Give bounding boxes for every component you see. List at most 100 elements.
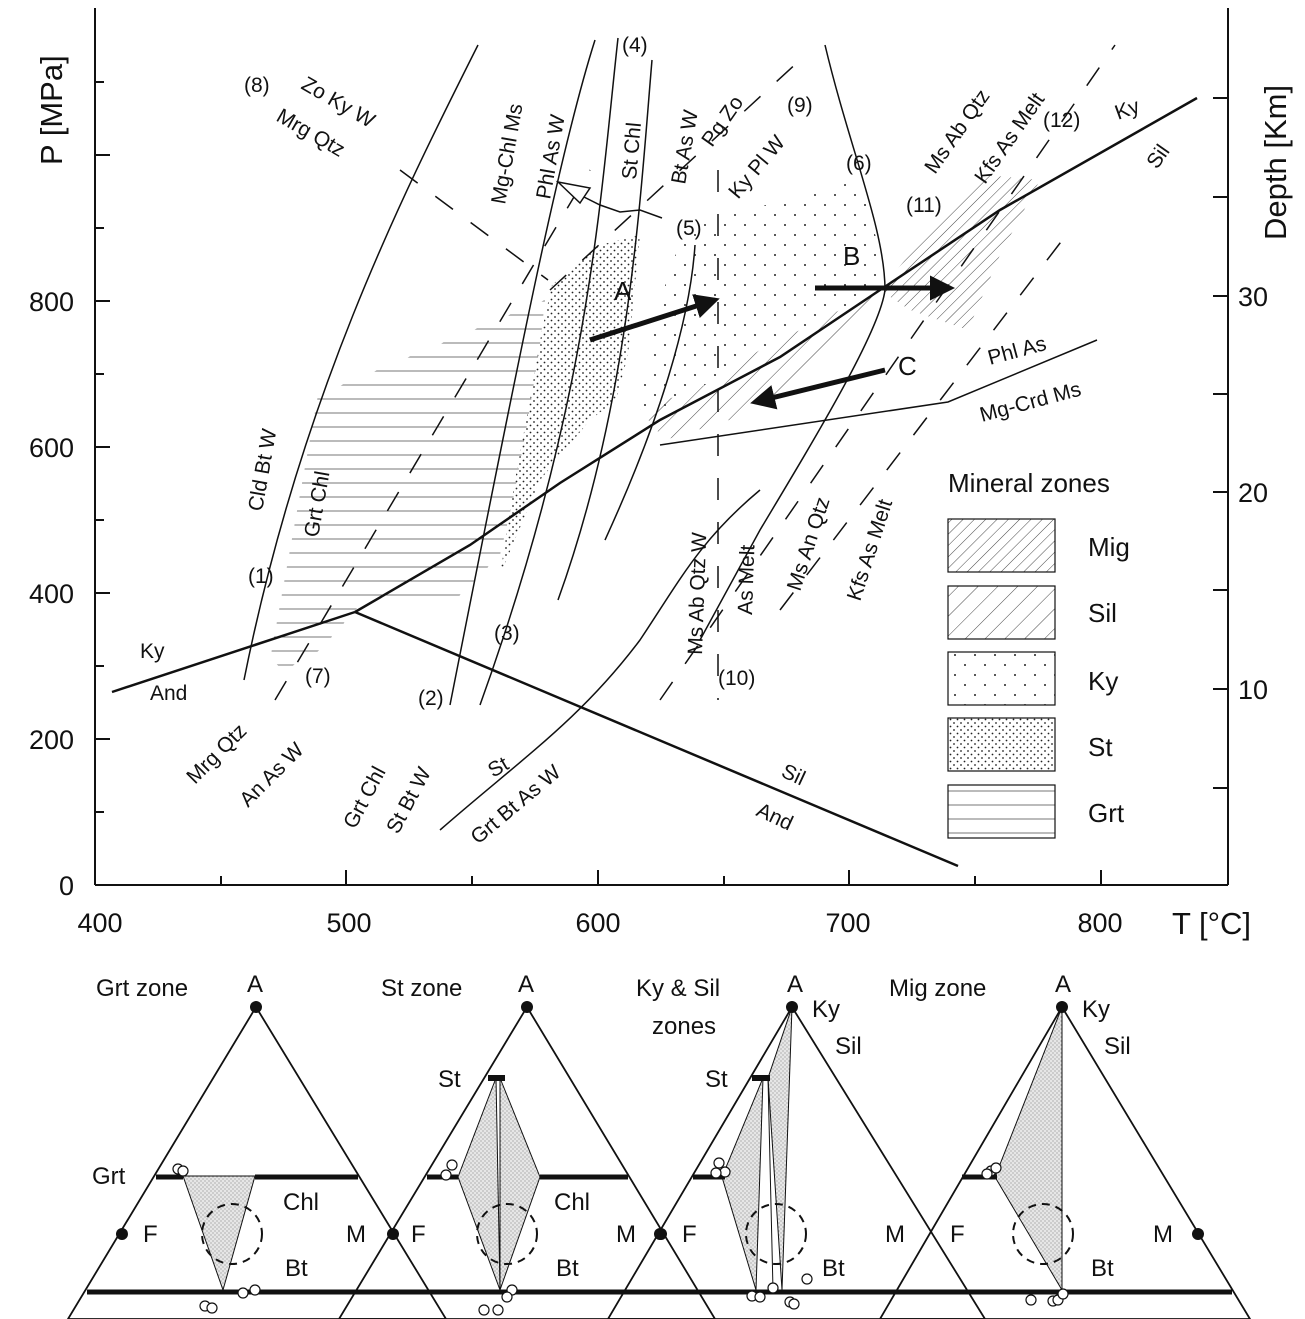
y-tick-label: 0 <box>59 871 74 901</box>
open-arrow-reaction-line <box>579 194 663 219</box>
sample-point <box>710 1167 722 1179</box>
aluminosilicate-lines <box>111 96 1198 868</box>
sample-point <box>206 1302 218 1314</box>
triangle-title: St zone <box>381 975 462 1002</box>
legend-swatch-sil <box>947 585 1056 640</box>
x-axis-title: T [°C] <box>1172 906 1251 941</box>
reaction-3-curve <box>479 37 619 706</box>
reaction-4-curve <box>557 59 653 601</box>
sample-point <box>981 1168 993 1180</box>
path-a-label: A <box>614 276 632 306</box>
legend-label-mig: Mig <box>1088 532 1130 562</box>
mig-zone-fill <box>880 175 1040 330</box>
and-field-label: And <box>150 682 187 705</box>
reaction-9-curve <box>549 59 801 291</box>
pt-diagram: 400 500 600 700 800 T [°C] 0 200 400 6 <box>29 8 1293 941</box>
ky-field-label: Ky <box>140 640 165 663</box>
apex-a-point <box>250 1001 262 1013</box>
f-label: F <box>682 1221 697 1248</box>
sample-point <box>237 1287 249 1299</box>
y-ticks <box>95 81 110 886</box>
triangle-outline <box>606 1005 987 1319</box>
afm-triangle-ky-sil-zones: Ky & Sil zones A F M Ky Sil St Bt <box>606 971 987 1319</box>
sample-point <box>440 1169 452 1181</box>
reaction-2-top: Grt Chl <box>339 763 391 833</box>
m-label: M <box>1153 1221 1173 1248</box>
x-tick-labels: 400 500 600 700 800 <box>77 908 1122 938</box>
x-tick-label: 400 <box>77 908 122 938</box>
sample-point <box>249 1284 261 1296</box>
st-grt-bt-curve <box>439 489 761 831</box>
reaction-5-number: (5) <box>676 217 702 240</box>
reaction-4-bottom: Bt As W <box>667 108 703 186</box>
reaction-12-curve <box>779 229 1071 611</box>
sample-point <box>1057 1288 1069 1300</box>
grt-zone-fill <box>270 300 545 670</box>
reaction-1-number: (1) <box>248 565 274 588</box>
kfs-as-melt-label: Kfs As Melt <box>843 496 897 603</box>
sample-point <box>492 1304 504 1316</box>
m-label: M <box>885 1221 905 1248</box>
mineral-zones-legend: Mineral zones Mig Sil Ky St Grt <box>947 468 1130 839</box>
dashed-reactions <box>274 44 1116 701</box>
sample-point <box>177 1165 189 1177</box>
tie-area <box>721 1077 764 1291</box>
triangle-title-line-2: zones <box>652 1013 716 1040</box>
bt-label: Bt <box>1091 1255 1114 1282</box>
tie-area <box>457 1077 501 1291</box>
triangle-outline <box>337 1005 717 1319</box>
reaction-10-right: As Melt <box>734 544 759 615</box>
apex-a-point <box>786 1001 798 1013</box>
grt-label: Grt <box>92 1163 126 1190</box>
path-labels: A B C <box>614 241 917 381</box>
reaction-8-number: (8) <box>244 74 270 97</box>
reaction-9-top: Pg Zo <box>697 92 748 151</box>
reaction-7-bottom: An As W <box>235 738 308 811</box>
bt-label: Bt <box>556 1255 579 1282</box>
depth-axis-title: Depth [Km] <box>1258 85 1293 240</box>
reaction-6-number: (6) <box>846 152 872 175</box>
ky-label: Ky <box>1082 996 1110 1023</box>
ky-and-boundary <box>111 610 356 694</box>
reaction-3-number: (3) <box>494 622 520 645</box>
sil-label: Sil <box>1104 1033 1131 1060</box>
reaction-1-curve <box>243 44 479 681</box>
x-ticks <box>94 870 1102 885</box>
sample-point <box>446 1159 458 1171</box>
grt-bt-as-w-label: Grt Bt As W <box>466 761 565 849</box>
reaction-5-curve <box>604 244 696 541</box>
st-label: St <box>484 752 513 782</box>
triangle-outline <box>878 1005 1252 1319</box>
y-tick-label: 800 <box>29 287 74 317</box>
legend-swatch-mig <box>947 518 1056 573</box>
depth-tick-label: 30 <box>1238 282 1268 312</box>
reaction-7-top: Mrg Qtz <box>182 719 251 788</box>
pt-path-arrows <box>589 275 955 410</box>
chl-label: Chl <box>554 1189 590 1216</box>
afm-triangle-st-zone: St zone A F M St Chl Bt <box>337 971 717 1319</box>
st-label: St <box>438 1066 461 1093</box>
m-label: M <box>346 1221 366 1248</box>
reaction-2-bottom: St Bt W <box>382 764 436 838</box>
y-axis-title: P [MPa] <box>34 55 69 165</box>
sample-point <box>767 1282 779 1294</box>
x-tick-label: 500 <box>326 908 371 938</box>
reaction-2-curve <box>449 39 596 706</box>
triangle-title: Mig zone <box>889 975 986 1002</box>
bulk-composition-dashed-circle <box>745 1203 807 1265</box>
bulk-composition-dashed-circle <box>476 1203 538 1265</box>
bt-label: Bt <box>285 1255 308 1282</box>
sil-zone-fill <box>640 290 880 440</box>
y-tick-label: 400 <box>29 579 74 609</box>
f-label: F <box>950 1221 965 1248</box>
ky-sil-boundary <box>354 96 1198 614</box>
apex-a-label: A <box>518 971 534 998</box>
reaction-8-curve <box>399 169 549 281</box>
and-sil-boundary <box>354 610 959 868</box>
bulk-composition-dashed-circle <box>201 1203 263 1265</box>
sample-point <box>478 1304 490 1316</box>
legend-title: Mineral zones <box>948 468 1110 498</box>
sample-point <box>713 1157 725 1169</box>
sample-point <box>801 1273 813 1285</box>
depth-tick-label: 10 <box>1238 675 1268 705</box>
